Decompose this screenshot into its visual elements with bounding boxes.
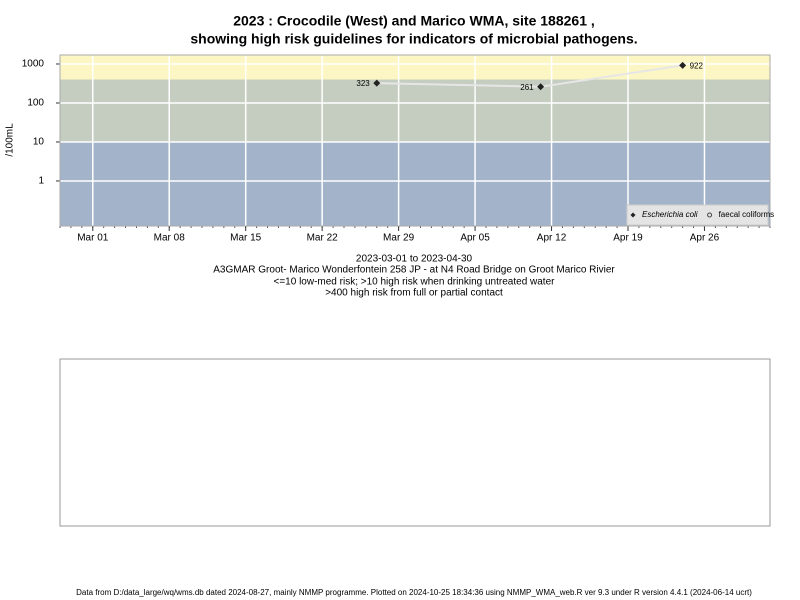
data-label: 261 [520, 83, 534, 92]
x-tick-label: Mar 22 [307, 233, 339, 244]
x-tick-label: Mar 15 [230, 233, 262, 244]
plot-frame [59, 54, 771, 227]
x-tick-label: Mar 01 [77, 233, 109, 244]
legend-box [626, 204, 769, 226]
x-tick-label: Mar 29 [383, 233, 415, 244]
data-point [373, 79, 381, 87]
date-range: 2023-03-01 to 2023-04-30 [356, 254, 473, 265]
y-tick-label: 10 [33, 137, 45, 148]
x-tick-label: Apr 12 [537, 233, 567, 244]
risk-band [60, 79, 770, 142]
chart-subtitle: showing high risk guidelines for indicat… [190, 31, 637, 47]
x-tick-label: Mar 08 [154, 233, 186, 244]
legend-marker [707, 212, 713, 218]
data-label: 323 [356, 79, 370, 88]
y-axis-label: /100mL [5, 123, 16, 157]
risk-band [60, 55, 770, 80]
guideline: >400 high risk from full or partial cont… [325, 288, 503, 299]
site-label: A3GMAR Groot- Marico Wonderfontein 258 J… [213, 265, 615, 276]
footer: Data from D:/data_large/wq/wms.db dated … [76, 588, 752, 597]
data-point [537, 83, 545, 91]
legend-label: Escherichia coli [642, 210, 698, 219]
legend-marker [630, 212, 636, 218]
legend-label: faecal coliforms [719, 210, 775, 219]
x-tick-label: Apr 26 [690, 233, 720, 244]
y-tick-label: 1 [38, 176, 44, 187]
data-point [679, 61, 687, 69]
guideline: <=10 low-med risk; >10 high risk when dr… [274, 277, 556, 288]
x-tick-label: Apr 19 [613, 233, 643, 244]
chart-title: 2023 : Crocodile (West) and Marico WMA, … [233, 13, 595, 29]
x-tick-label: Apr 05 [460, 233, 490, 244]
y-tick-label: 100 [27, 98, 44, 109]
y-tick-label: 1000 [22, 59, 45, 70]
data-label: 922 [690, 61, 704, 70]
empty-panel [59, 358, 771, 527]
